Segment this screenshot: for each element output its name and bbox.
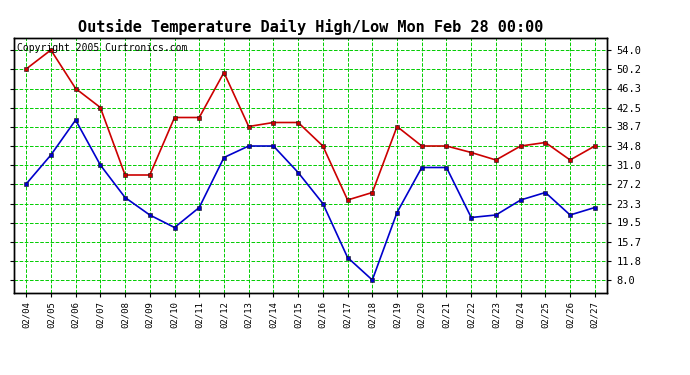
Text: Copyright 2005 Curtronics.com: Copyright 2005 Curtronics.com	[17, 43, 187, 52]
Title: Outside Temperature Daily High/Low Mon Feb 28 00:00: Outside Temperature Daily High/Low Mon F…	[78, 19, 543, 35]
